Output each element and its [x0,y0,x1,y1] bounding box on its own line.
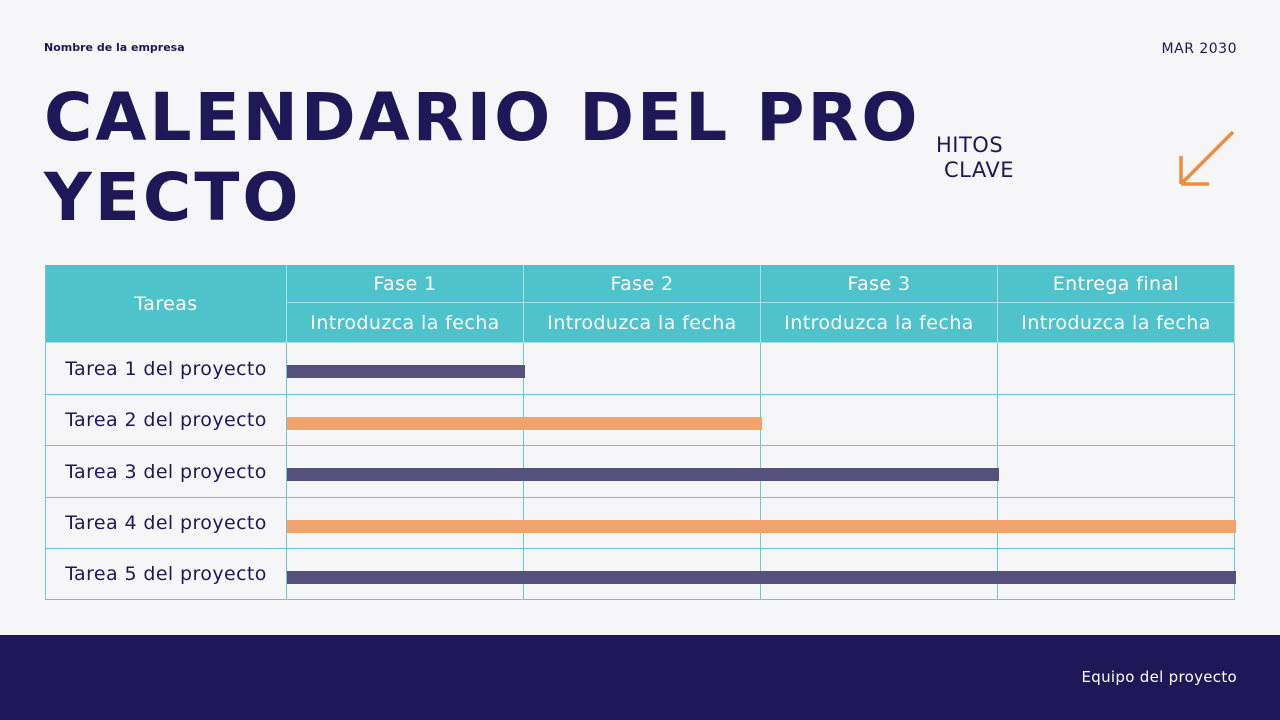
tasks-header: Tareas [45,265,287,343]
timeline-cell [998,446,1235,498]
milestones-line-1: HITOS [936,133,1004,157]
timeline-cell [761,343,998,395]
phase-header: Entrega final [998,265,1235,303]
task-name: Tarea 3 del proyecto [45,446,287,498]
milestones-label: HITOS CLAVE [936,133,1014,183]
phase-header: Fase 3 [761,265,998,303]
arrow-down-left-icon [1179,130,1235,186]
date-label: MAR 2030 [1161,41,1237,57]
phase-date: Introduzca la fecha [761,303,998,343]
task-name: Tarea 5 del proyecto [45,549,287,600]
task-name: Tarea 1 del proyecto [45,343,287,395]
task-name: Tarea 2 del proyecto [45,395,287,446]
page-title: CALENDARIO DEL PROYECTO [44,79,921,236]
phase-header: Fase 2 [524,265,761,303]
project-timeline-table: Tareas Fase 1 Introduzca la fecha Fase 2 Int… [45,265,1236,600]
task-bar [287,570,1236,584]
task-bar [287,519,1236,533]
footer-band [0,635,1280,720]
team-label: Equipo del proyecto [1081,668,1237,686]
phase-date: Introduzca la fecha [524,303,761,343]
timeline-cell [761,395,998,446]
milestones-line-2: CLAVE [944,158,1015,182]
task-name: Tarea 4 del proyecto [45,498,287,549]
timeline-cell [998,343,1235,395]
company-name: Nombre de la empresa [44,41,185,54]
task-bar [287,365,525,378]
task-bar [287,468,999,481]
timeline-cell [524,343,761,395]
timeline-cell [998,395,1235,446]
phase-date: Introduzca la fecha [998,303,1235,343]
task-bar [287,416,762,430]
phase-date: Introduzca la fecha [287,303,524,343]
phase-header: Fase 1 [287,265,524,303]
